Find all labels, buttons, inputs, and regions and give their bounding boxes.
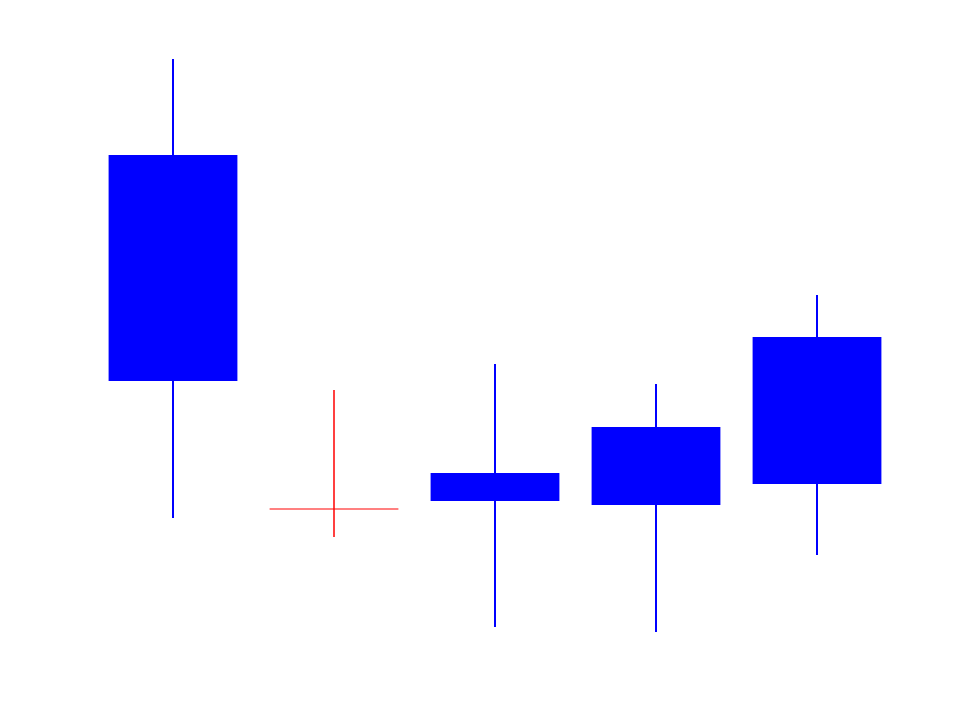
candle-body (752, 337, 882, 484)
candle-body (430, 473, 560, 501)
candle-body (108, 155, 238, 381)
candle-body (591, 427, 721, 505)
